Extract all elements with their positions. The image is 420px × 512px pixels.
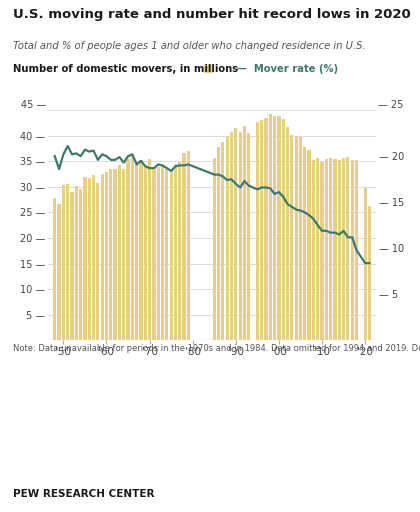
Bar	[260, 120, 263, 340]
Bar	[187, 151, 190, 340]
Bar	[239, 132, 242, 340]
Bar	[303, 147, 307, 340]
Bar	[58, 204, 61, 340]
Text: Total and % of people ages 1 and older who changed residence in U.S.: Total and % of people ages 1 and older w…	[13, 41, 365, 51]
Bar	[83, 177, 87, 340]
Bar	[286, 127, 289, 340]
Bar	[170, 171, 173, 340]
Bar	[53, 198, 56, 340]
Bar	[307, 150, 311, 340]
Text: PEW RESEARCH CENTER: PEW RESEARCH CENTER	[13, 489, 154, 499]
Text: 45 —: 45 —	[21, 100, 47, 110]
Bar	[62, 185, 65, 340]
Bar	[355, 160, 358, 340]
Bar	[75, 186, 78, 340]
Bar	[131, 156, 134, 340]
Bar	[161, 166, 164, 340]
Bar	[135, 162, 138, 340]
Bar	[312, 160, 315, 340]
Text: Number of domestic movers, in millions: Number of domestic movers, in millions	[13, 64, 238, 74]
Bar	[79, 189, 82, 340]
Bar	[144, 165, 147, 340]
Bar	[329, 158, 332, 340]
Bar	[221, 142, 225, 340]
Bar	[174, 164, 177, 340]
Bar	[213, 158, 216, 340]
Bar	[290, 135, 294, 340]
Bar	[269, 114, 272, 340]
Text: —  Mover rate (%): — Mover rate (%)	[237, 64, 339, 74]
Bar	[294, 136, 298, 340]
Text: U.S. moving rate and number hit record lows in 2020: U.S. moving rate and number hit record l…	[13, 8, 410, 20]
Bar	[71, 192, 74, 340]
Bar	[281, 119, 285, 340]
Bar	[234, 128, 237, 340]
Bar	[368, 206, 371, 340]
Text: — 25: — 25	[378, 100, 403, 110]
Bar	[122, 169, 125, 340]
Bar	[338, 160, 341, 340]
Bar	[139, 160, 143, 340]
Bar	[299, 137, 302, 340]
Bar	[346, 157, 349, 340]
Bar	[277, 116, 281, 340]
Bar	[243, 126, 246, 340]
Bar	[88, 178, 91, 340]
Bar	[126, 159, 130, 340]
Bar	[273, 116, 276, 340]
Bar	[152, 168, 155, 340]
Bar	[363, 188, 367, 340]
Bar	[316, 158, 319, 340]
Bar	[247, 133, 250, 340]
Bar	[157, 167, 160, 340]
Bar	[226, 136, 229, 340]
Bar	[105, 172, 108, 340]
Bar	[165, 169, 168, 340]
Bar	[148, 159, 151, 340]
Bar	[113, 169, 117, 340]
Bar	[217, 147, 220, 340]
Bar	[230, 132, 233, 340]
Bar	[178, 162, 181, 340]
Bar	[182, 153, 186, 340]
Bar	[333, 159, 336, 340]
Bar	[100, 174, 104, 340]
Bar	[256, 122, 259, 340]
Bar	[325, 159, 328, 340]
Bar	[92, 175, 95, 340]
Bar	[118, 165, 121, 340]
Bar	[66, 184, 69, 340]
Bar	[342, 158, 345, 340]
Bar	[264, 118, 268, 340]
Bar	[320, 162, 324, 340]
Text: Note: Data unavailable for periods in the 1970s and in 1984. Data omitted for 19: Note: Data unavailable for periods in th…	[13, 344, 420, 353]
Bar	[96, 183, 100, 340]
Bar	[351, 160, 354, 340]
Bar	[109, 169, 113, 340]
